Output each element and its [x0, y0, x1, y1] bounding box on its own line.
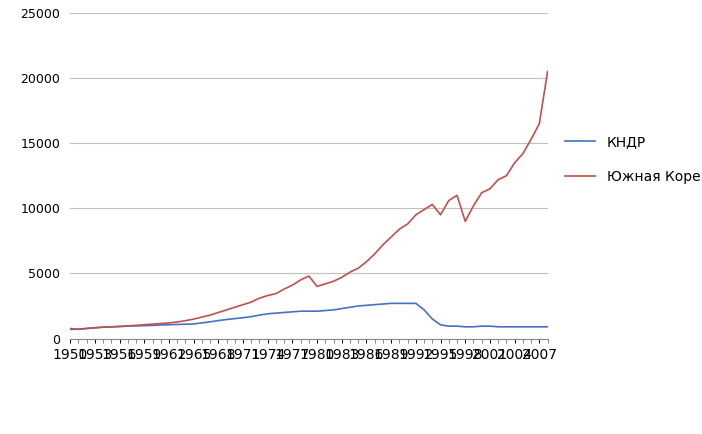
Южная Корея [140, 322, 149, 327]
Line: Южная Корея: Южная Корея [70, 72, 548, 329]
Legend: КНДР, Южная Корея: КНДР, Южная Корея [559, 129, 702, 190]
Южная Корея [190, 316, 198, 322]
Южная Корея [411, 212, 420, 217]
КНДР [387, 301, 395, 306]
Южная Корея [82, 326, 91, 331]
Южная Корея [543, 69, 552, 74]
КНДР [66, 326, 74, 331]
КНДР [321, 308, 329, 313]
Южная Корея [313, 284, 322, 289]
КНДР [543, 324, 552, 329]
КНДР [74, 327, 83, 332]
Line: КНДР: КНДР [70, 303, 548, 329]
КНДР [124, 324, 132, 329]
КНДР [148, 323, 157, 328]
КНДР [91, 325, 99, 330]
КНДР [198, 320, 206, 326]
Южная Корея [115, 324, 124, 329]
КНДР [428, 316, 437, 322]
Южная Корея [66, 327, 74, 332]
